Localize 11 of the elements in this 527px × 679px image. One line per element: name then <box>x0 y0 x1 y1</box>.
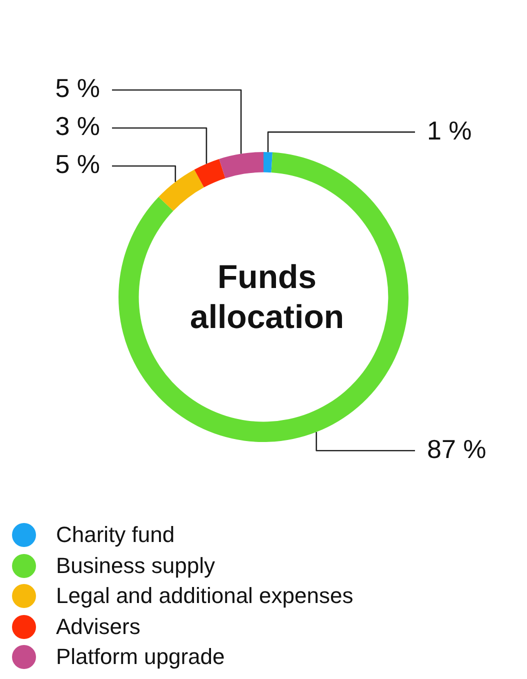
text: Funds allocation <box>188 257 346 337</box>
legend-label: Charity fund <box>56 522 175 548</box>
data-label: 1 % <box>427 115 472 146</box>
data-label: 87 % <box>427 434 486 464</box>
data-label: 5 % <box>55 73 100 104</box>
data-label: 5 % <box>55 149 100 180</box>
legend-label: Business supply <box>56 552 215 579</box>
legend-label: Legal and additional expenses <box>56 583 354 610</box>
legend-label: Advisers <box>56 614 140 640</box>
legend-label: Platform upgrade <box>56 644 225 670</box>
data-label: 3 % <box>55 111 100 142</box>
